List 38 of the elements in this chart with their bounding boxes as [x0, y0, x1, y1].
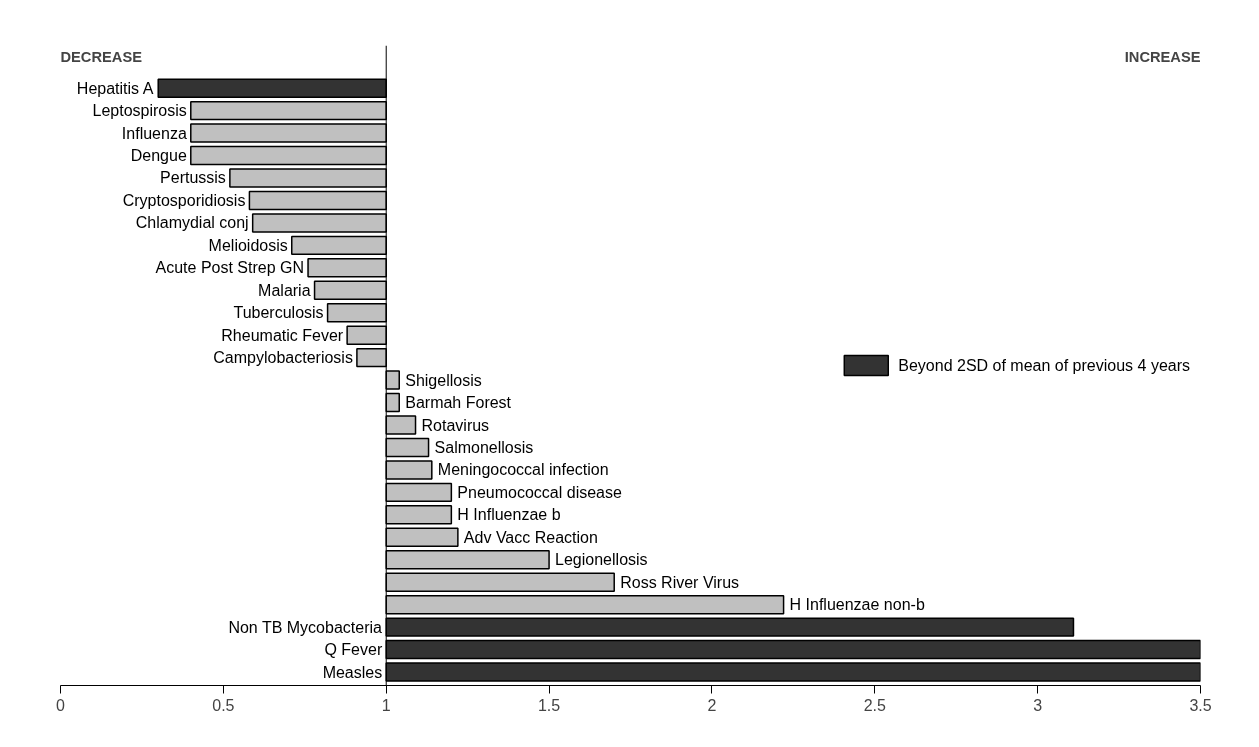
- x-tick-label: 0.5: [212, 696, 235, 714]
- y-tick-label: Chlamydial conj: [135, 214, 249, 232]
- y-tick-label: Barmah Forest: [405, 394, 512, 412]
- x-tick-label: 1: [381, 696, 391, 714]
- y-tick-label: Shigellosis: [405, 371, 482, 389]
- x-tick-label: 2: [707, 696, 717, 714]
- y-tick-label: Measles: [322, 663, 383, 681]
- y-tick-label: Tuberculosis: [233, 304, 324, 322]
- y-tick-label: Salmonellosis: [434, 438, 534, 456]
- y-tick-label: Dengue: [130, 147, 187, 165]
- x-tick-label: 3: [1033, 696, 1043, 714]
- y-tick-label: Malaria: [258, 281, 311, 299]
- y-tick-label: Influenza: [121, 124, 187, 142]
- text: INCREASE: [1124, 48, 1201, 65]
- y-tick-label: Melioidosis: [208, 236, 288, 254]
- text: DECREASE: [60, 48, 143, 65]
- legend-label: Beyond 2SD of mean of previous 4 years: [898, 356, 1190, 374]
- y-tick-label: Rotavirus: [421, 416, 490, 434]
- y-tick-label: Cryptosporidiosis: [122, 191, 246, 209]
- y-tick-label: Non TB Mycobacteria: [228, 618, 383, 636]
- x-tick-label: 0: [56, 696, 66, 714]
- y-tick-label: Ross River Virus: [620, 573, 740, 591]
- y-tick-label: Legionellosis: [555, 551, 648, 569]
- y-tick-label: Acute Post Strep GN: [155, 259, 305, 277]
- y-tick-label: Pertussis: [160, 169, 226, 187]
- y-tick-label: Meningococcal infection: [437, 461, 609, 479]
- y-tick-label: Q Fever: [324, 641, 383, 659]
- y-tick-label: Adv Vacc Reaction: [463, 528, 598, 546]
- y-tick-label: Rheumatic Fever: [221, 326, 344, 344]
- y-tick-label: Campylobacteriosis: [213, 349, 353, 367]
- y-tick-label: H Influenzae non-b: [789, 596, 925, 614]
- y-tick-label: H Influenzae b: [457, 506, 561, 524]
- y-tick-label: Pneumococcal disease: [457, 483, 622, 501]
- x-tick-label: 1.5: [537, 696, 561, 714]
- x-tick-label: 3.5: [1189, 696, 1212, 714]
- y-tick-label: Hepatitis A: [76, 79, 154, 97]
- x-tick-label: 2.5: [863, 696, 887, 714]
- y-tick-label: Leptospirosis: [92, 102, 187, 120]
